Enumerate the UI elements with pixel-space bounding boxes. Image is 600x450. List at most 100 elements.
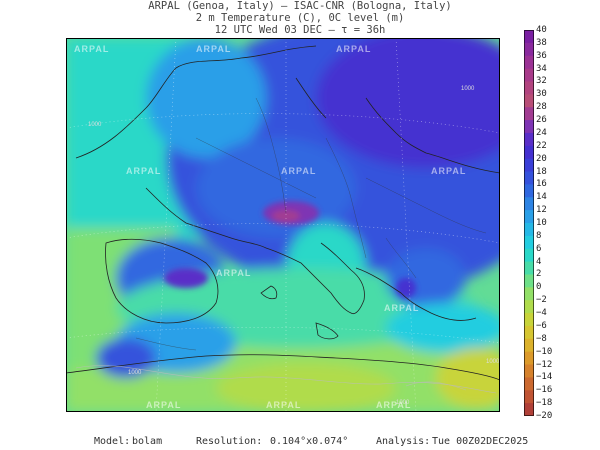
- chart-header: ARPAL (Genoa, Italy) – ISAC-CNR (Bologna…: [0, 0, 600, 36]
- arpal-watermark: ARPAL: [196, 44, 232, 54]
- analysis-value: Tue 00Z02DEC2025: [432, 436, 529, 447]
- colorbar-swatch: [524, 338, 534, 353]
- arpal-watermark: ARPAL: [126, 166, 162, 176]
- model-value: bolam: [132, 436, 163, 447]
- colorbar-tick-label: 32: [536, 76, 547, 87]
- colorbar-tick-label: 4: [536, 256, 542, 267]
- temperature-field: [66, 38, 500, 412]
- header-source: ARPAL (Genoa, Italy) – ISAC-CNR (Bologna…: [148, 0, 452, 12]
- colorbar-tick-label: 10: [536, 218, 547, 228]
- arpal-watermark: ARPAL: [146, 400, 182, 410]
- header-time: 12 UTC Wed 03 DEC – τ = 36h: [214, 24, 386, 36]
- colorbar-tick-label: 26: [536, 115, 547, 126]
- colorbar-tick-label: −6: [536, 320, 547, 331]
- colorbar-tick-label: −8: [536, 333, 547, 344]
- header-variable: 2 m Temperature (C), 0C level (m): [195, 12, 405, 24]
- colorbar-tick-label: −2: [536, 295, 547, 306]
- colorbar-tick-label: 2: [536, 269, 542, 280]
- colorbar-tick-label: 20: [536, 153, 547, 164]
- colorbar-swatch: [524, 132, 534, 147]
- colorbar-swatch: [524, 261, 534, 275]
- colorbar-tick-label: 16: [536, 179, 547, 190]
- colorbar-swatch: [524, 42, 534, 57]
- map-canvas: 1000 1000 1000 1000 1000: [66, 38, 500, 412]
- contour-label-group: 1000 1000 1000 1000 1000: [88, 86, 500, 406]
- colorbar-tick-label: −4: [536, 308, 547, 319]
- alps-cold-core: [164, 201, 416, 298]
- colorbar-labels: 40 38 36 34 32 30 28 26 24 22 20 18 16 14 12 10 8 6 4 2 0 −2−…: [536, 26, 596, 421]
- temperature-colorbar: [524, 30, 534, 416]
- arpal-watermark: ARPAL: [336, 44, 372, 54]
- colorbar-swatch: [524, 171, 534, 185]
- model-label: Model:: [94, 436, 131, 447]
- arpal-watermark: ARPAL: [376, 400, 412, 410]
- colorbar-tick-label: 38: [536, 37, 547, 48]
- colorbar-tick-label: −12: [536, 359, 553, 370]
- colorbar-tick-label: 18: [536, 166, 547, 177]
- colorbar-tick-label: 8: [536, 230, 542, 241]
- colorbar-tick-label: 36: [536, 50, 547, 61]
- colorbar-tick-label: −18: [536, 398, 553, 409]
- contour-label: 1000: [88, 122, 102, 128]
- temperature-map: 1000 1000 1000 1000 1000 ARPAL ARPAL ARP…: [66, 38, 500, 412]
- arpal-watermark: ARPAL: [216, 268, 252, 278]
- colorbar-swatch: [524, 287, 534, 301]
- colorbar-tick-label: −20: [536, 411, 553, 421]
- arpal-watermark: ARPAL: [74, 44, 110, 54]
- colorbar-swatch: [524, 390, 534, 404]
- colorbar-tick-label: 28: [536, 102, 547, 113]
- colorbar-swatch: [524, 235, 534, 250]
- colorbar-swatch: [524, 158, 534, 173]
- colorbar-swatch: [524, 274, 534, 288]
- colorbar-tick-label: −16: [536, 385, 553, 396]
- colorbar-tick-label: 40: [536, 25, 547, 35]
- colorbar-tick-label: 0: [536, 282, 542, 293]
- colorbar-tick-label: 14: [536, 192, 547, 203]
- colorbar-swatch: [524, 300, 534, 314]
- arpal-watermark: ARPAL: [281, 166, 317, 176]
- colorbar-tick-label: 22: [536, 140, 547, 151]
- colorbar-swatch: [524, 197, 534, 211]
- colorbar-swatch: [524, 81, 534, 95]
- colorbar-swatch: [524, 351, 534, 366]
- country-borders: [135, 97, 487, 351]
- colorbar-tick-label: −10: [536, 346, 553, 357]
- colorbar-tick-label: 12: [536, 205, 547, 216]
- colorbar-swatch: [524, 377, 534, 391]
- colorbar-tick-label: 24: [536, 127, 547, 138]
- coastlines: [66, 45, 500, 381]
- zero-level-contours: [75, 365, 497, 394]
- colorbar-swatch: [524, 364, 534, 378]
- colorbar-swatch: [524, 55, 534, 70]
- colorbar-swatch: [524, 184, 534, 198]
- contour-label: 1000: [396, 400, 410, 406]
- contour-label: 1000: [486, 359, 500, 365]
- resolution-label: Resolution:: [196, 436, 263, 447]
- arpal-watermark: ARPAL: [384, 303, 420, 313]
- colorbar-swatch: [524, 210, 534, 224]
- colorbar-swatch: [524, 313, 534, 327]
- colorbar-tick-label: 6: [536, 243, 542, 254]
- colorbar-swatch: [524, 145, 534, 160]
- resolution-value: 0.104°x0.074°: [270, 436, 349, 447]
- colorbar-swatch: [524, 403, 534, 416]
- colorbar-swatch: [524, 248, 534, 263]
- colorbar-swatch: [524, 94, 534, 108]
- colorbar-swatch: [524, 30, 534, 44]
- colorbar-swatch: [524, 223, 534, 237]
- colorbar-border: [524, 30, 534, 416]
- arpal-watermark: ARPAL: [431, 166, 467, 176]
- colorbar-swatch: [524, 325, 534, 340]
- contour-label: 1000: [128, 370, 142, 376]
- arpal-watermark: ARPAL: [266, 400, 302, 410]
- colorbar-swatch: [524, 120, 534, 134]
- colorbar-tick-label: −14: [536, 372, 553, 383]
- colorbar-swatch: [524, 68, 534, 82]
- colorbar-swatch: [524, 107, 534, 121]
- colorbar-tick-label: 34: [536, 63, 547, 74]
- contour-label: 1000: [461, 86, 475, 92]
- colorbar-tick-label: 30: [536, 89, 547, 100]
- map-border: [66, 38, 500, 412]
- analysis-label: Analysis:: [376, 436, 431, 447]
- graticule: [66, 38, 500, 412]
